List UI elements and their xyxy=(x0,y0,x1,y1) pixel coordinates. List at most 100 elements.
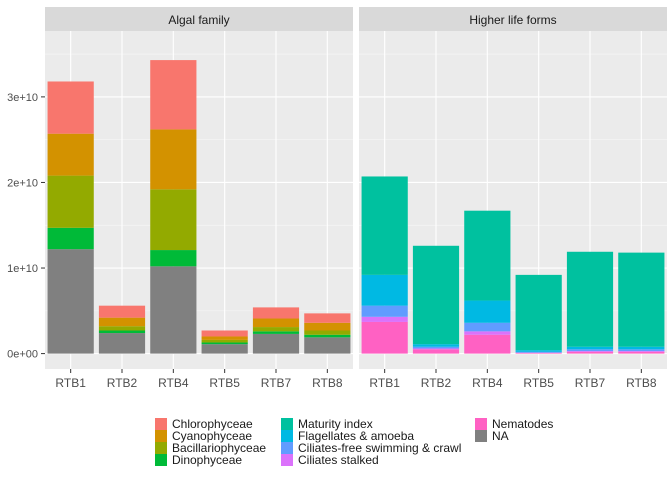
x-tick-label: RTB7 xyxy=(261,376,292,390)
x-tick-label: RTB5 xyxy=(209,376,240,390)
legend-label: Maturity index xyxy=(298,417,373,431)
bar-segment-bacillariophyceae xyxy=(252,327,300,332)
x-tick-label: RTB4 xyxy=(472,376,503,390)
bar-segment-na xyxy=(304,337,351,354)
bar-segment-chlorophyceae xyxy=(150,60,197,130)
bar-segment-dinophyceae xyxy=(201,342,248,345)
x-tick-label: RTB7 xyxy=(575,376,606,390)
bar-segment-nematodes xyxy=(566,351,614,354)
bar-segment-flagellates-amoeba xyxy=(361,274,408,306)
bar-segment-dinophyceae xyxy=(47,227,94,250)
bar-segment-bacillariophyceae xyxy=(201,339,248,343)
bar-segment-bacillariophyceae xyxy=(150,189,197,251)
bar-segment-cyanophyceae xyxy=(98,317,146,327)
bar-segment-dinophyceae xyxy=(98,330,146,334)
bar-segment-maturity-index xyxy=(618,252,665,347)
legend-label: Ciliates stalked xyxy=(298,453,379,467)
x-tick-label: RTB1 xyxy=(55,376,86,390)
panel-background-left xyxy=(45,31,353,369)
bar-segment-cyanophyceae xyxy=(252,318,300,328)
bar-segment-flagellates-amoeba xyxy=(412,344,460,347)
bar-segment-ciliates-free-swimming-crawl xyxy=(464,322,511,332)
x-tick-label: RTB4 xyxy=(158,376,189,390)
x-tick-label: RTB2 xyxy=(421,376,452,390)
legend-swatch-na xyxy=(475,430,487,442)
bar-segment-maturity-index xyxy=(515,274,562,351)
bar-segment-chlorophyceae xyxy=(252,307,300,319)
bar-segment-nematodes xyxy=(515,352,562,354)
bar-segment-flagellates-amoeba xyxy=(515,350,562,352)
bar-segment-ciliates-free-swimming-crawl xyxy=(618,349,665,352)
bar-segment-bacillariophyceae xyxy=(304,330,351,335)
bar-segment-cyanophyceae xyxy=(304,322,351,331)
bar-segment-maturity-index xyxy=(566,251,614,347)
bar-segment-bacillariophyceae xyxy=(98,326,146,331)
legend-label: Ciliates-free swimming & crawl xyxy=(298,441,461,455)
bar-segment-na xyxy=(150,266,197,354)
bar-segment-cyanophyceae xyxy=(150,129,197,190)
legend-label: Chlorophyceae xyxy=(172,417,253,431)
bar-segment-chlorophyceae xyxy=(98,305,146,318)
x-tick-label: RTB1 xyxy=(369,376,400,390)
legend-swatch-ciliates-stalked xyxy=(281,454,293,466)
bar-segment-nematodes xyxy=(361,321,408,354)
bar-segment-ciliates-free-swimming-crawl xyxy=(515,351,562,353)
y-tick-label: 0e+00 xyxy=(7,349,38,361)
x-axis: RTB1 RTB2 RTB4 RTB5 RTB7 RTB8 RTB1 RTB2 RTB4 RTB5… xyxy=(55,369,657,390)
bar-segment-bacillariophyceae xyxy=(47,175,94,228)
bar-segment-ciliates-free-swimming-crawl xyxy=(566,349,614,352)
legend-label: Flagellates & amoeba xyxy=(298,429,414,443)
x-tick-label: RTB8 xyxy=(626,376,657,390)
bar-segment-chlorophyceae xyxy=(201,330,248,337)
y-tick-label: 3e+10 xyxy=(7,92,38,104)
bar-segment-ciliates-stalked xyxy=(361,316,408,322)
bar-segment-nematodes xyxy=(618,351,665,354)
bar-segment-nematodes xyxy=(412,349,460,354)
bar-segment-maturity-index xyxy=(412,245,460,345)
bar-segment-dinophyceae xyxy=(304,334,351,338)
bars xyxy=(47,60,665,354)
bar-segment-na xyxy=(98,333,146,354)
legend-swatch-ciliates-free-swimming-crawl xyxy=(281,442,293,454)
bar-segment-ciliates-stalked xyxy=(566,351,614,352)
legend: ChlorophyceaeCyanophyceaeBacillariophyce… xyxy=(155,417,553,467)
bar-segment-maturity-index xyxy=(464,210,511,301)
legend-label: Cyanophyceae xyxy=(172,429,252,443)
bar-segment-dinophyceae xyxy=(252,331,300,334)
bar-segment-flagellates-amoeba xyxy=(464,300,511,323)
legend-label: Dinophyceae xyxy=(172,453,242,467)
legend-label: Nematodes xyxy=(492,417,553,431)
bar-segment-ciliates-stalked xyxy=(618,351,665,352)
x-tick-label: RTB8 xyxy=(312,376,343,390)
bar-segment-flagellates-amoeba xyxy=(618,346,665,350)
legend-swatch-bacillariophyceae xyxy=(155,442,167,454)
y-axis: 0e+00 1e+10 2e+10 3e+10 xyxy=(7,92,45,361)
bar-segment-nematodes xyxy=(464,334,511,354)
legend-swatch-flagellates-amoeba xyxy=(281,430,293,442)
legend-label: Bacillariophyceae xyxy=(172,441,266,455)
legend-swatch-maturity-index xyxy=(281,418,293,430)
facet-label-higher-life-forms: Higher life forms xyxy=(469,13,556,27)
legend-swatch-cyanophyceae xyxy=(155,430,167,442)
legend-swatch-chlorophyceae xyxy=(155,418,167,430)
bar-segment-dinophyceae xyxy=(150,250,197,267)
panel-background-right xyxy=(359,31,667,369)
facet-strip-right xyxy=(359,7,667,31)
bar-segment-maturity-index xyxy=(361,176,408,275)
bar-segment-ciliates-stalked xyxy=(412,348,460,350)
y-tick-label: 2e+10 xyxy=(7,177,38,189)
y-tick-label: 1e+10 xyxy=(7,263,38,275)
bar-segment-ciliates-free-swimming-crawl xyxy=(361,305,408,317)
bar-segment-flagellates-amoeba xyxy=(566,346,614,350)
legend-swatch-nematodes xyxy=(475,418,487,430)
bar-segment-cyanophyceae xyxy=(47,133,94,176)
x-tick-label: RTB2 xyxy=(107,376,138,390)
legend-swatch-dinophyceae xyxy=(155,454,167,466)
bar-segment-ciliates-free-swimming-crawl xyxy=(412,346,460,349)
bar-segment-chlorophyceae xyxy=(47,81,94,134)
bar-segment-chlorophyceae xyxy=(304,313,351,323)
x-tick-label: RTB5 xyxy=(523,376,554,390)
legend-label: NA xyxy=(492,429,509,443)
facet-label-algal-family: Algal family xyxy=(168,13,229,27)
